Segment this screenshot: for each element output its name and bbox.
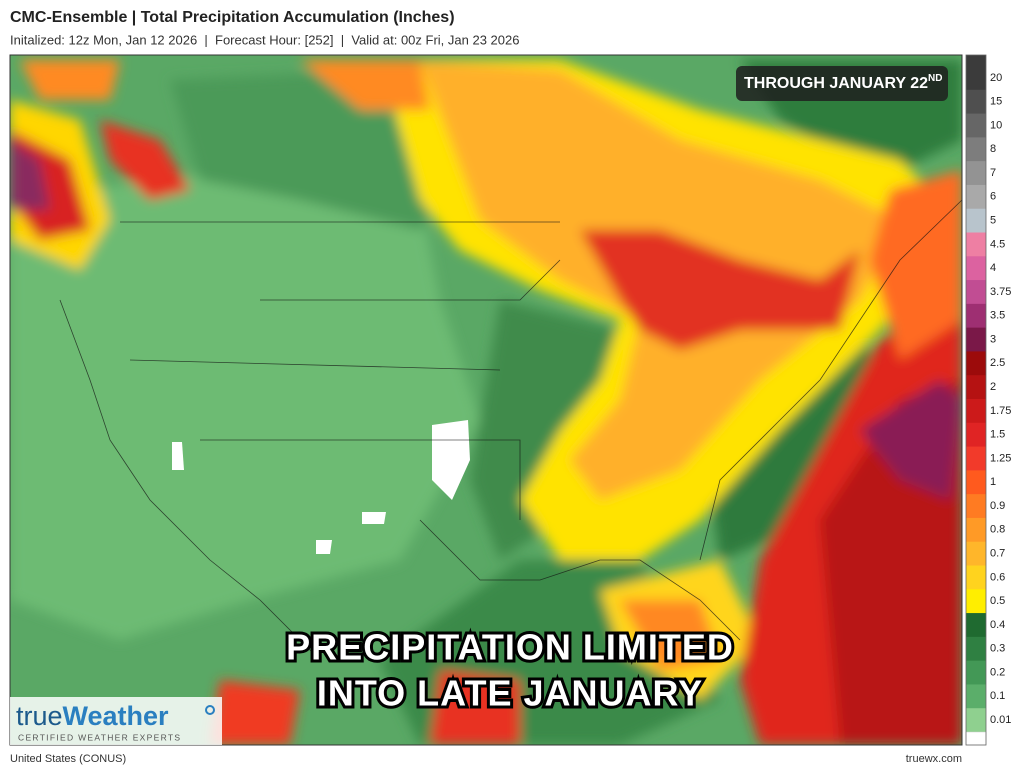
legend-swatch [966, 494, 986, 519]
legend-label: 0.01 [990, 714, 1011, 726]
legend-label: 7 [990, 167, 996, 179]
legend-label: 0.6 [990, 571, 1005, 583]
legend-label: 3.5 [990, 310, 1005, 322]
legend-label: 0.2 [990, 666, 1005, 678]
subtitle: Initalized: 12z Mon, Jan 12 2026 | Forec… [10, 32, 519, 47]
headline-line: INTO LATE JANUARY [317, 673, 703, 714]
logo-name: trueWeather [16, 701, 169, 731]
logo-dot [205, 705, 215, 715]
legend: 20 15 10 8 7 6 5 4.5 4 3.75 3.5 3 2.5 2 1.75 1.5 1.25 1 0.… [965, 54, 1011, 746]
legend-swatch [966, 303, 986, 329]
legend-label: 0.8 [990, 524, 1005, 536]
legend-swatch [966, 184, 986, 210]
map [10, 55, 962, 745]
headline-line: PRECIPITATION LIMITED [286, 627, 734, 668]
legend-swatch [966, 589, 986, 614]
legend-swatch [966, 137, 986, 162]
logo-tagline: CERTIFIED WEATHER EXPERTS [18, 732, 181, 742]
badge-main: THROUGH JANUARY 22 [744, 75, 928, 92]
legend-label: 4 [990, 262, 996, 274]
legend-swatch [966, 208, 986, 233]
legend-label: 20 [990, 72, 1002, 84]
legend-label: 0.1 [990, 690, 1005, 702]
legend-cap [966, 55, 986, 66]
legend-label: 1.75 [990, 405, 1011, 417]
legend-label: 1.5 [990, 429, 1005, 441]
legend-swatch [966, 708, 986, 733]
legend-frame [965, 54, 987, 746]
legend-swatch [966, 327, 986, 352]
legend-label: 4.5 [990, 238, 1005, 250]
legend-swatch [966, 232, 986, 257]
legend-label: 0.9 [990, 500, 1005, 512]
legend-swatch [966, 565, 986, 590]
legend-label: 0.7 [990, 548, 1005, 560]
legend-swatch [966, 446, 986, 471]
legend-label: 8 [990, 143, 996, 155]
logo-part2: Weather [63, 701, 170, 731]
logo-box [10, 697, 222, 745]
legend-swatch [966, 256, 986, 281]
legend-swatch [966, 280, 986, 305]
legend-swatch [966, 636, 986, 662]
legend-swatch [966, 517, 986, 543]
legend-label: 3 [990, 333, 996, 345]
title: CMC-Ensemble | Total Precipitation Accum… [10, 9, 455, 26]
legend-swatch [966, 351, 986, 376]
legend-label: 0.3 [990, 643, 1005, 655]
legend-swatch [966, 541, 986, 566]
legend-swatch [966, 660, 986, 685]
legend-base [965, 731, 987, 746]
legend-label: 15 [990, 96, 1002, 108]
legend-swatch [966, 470, 986, 495]
badge-superscript: ND [928, 73, 942, 84]
legend-label: 2.5 [990, 357, 1005, 369]
legend-label: 0.4 [990, 619, 1005, 631]
logo-part1: true [16, 701, 63, 731]
footer-region: United States (CONUS) [10, 753, 126, 765]
legend-label: 1 [990, 476, 996, 488]
legend-label: 10 [990, 119, 1002, 131]
legend-label: 3.75 [990, 286, 1011, 298]
badge [736, 66, 948, 101]
legend-swatch [966, 161, 986, 186]
legend-label: 6 [990, 191, 996, 203]
legend-swatch [966, 684, 986, 709]
legend-swatch [966, 399, 986, 424]
legend-label: 5 [990, 215, 996, 227]
legend-swatch [966, 422, 986, 448]
badge-text: THROUGH JANUARY 22ND [744, 73, 942, 93]
footer-site: truewx.com [906, 753, 962, 765]
legend-label: 2 [990, 381, 996, 393]
legend-swatch [966, 66, 986, 91]
legend-swatch [966, 375, 986, 400]
legend-swatch [966, 613, 986, 638]
legend-label: 0.5 [990, 595, 1005, 607]
legend-swatch [966, 89, 986, 115]
legend-swatch [966, 113, 986, 138]
legend-label: 1.25 [990, 452, 1011, 464]
